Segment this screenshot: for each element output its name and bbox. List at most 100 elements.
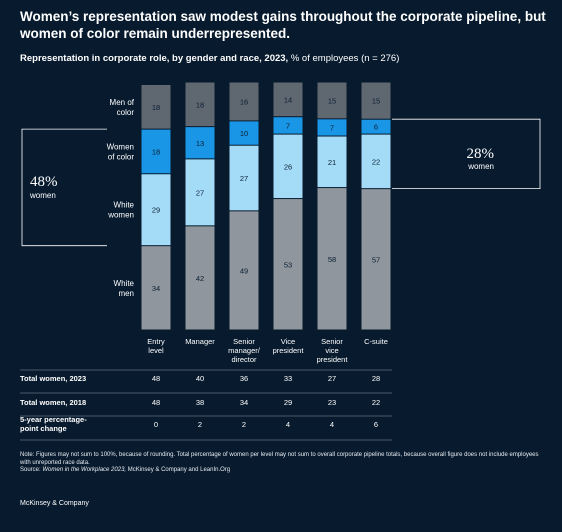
table-cell: 22 <box>372 398 380 407</box>
bar-segment <box>141 174 171 246</box>
series-label: White <box>114 279 135 288</box>
series-label: Women <box>107 142 134 151</box>
callout-right-label: women <box>467 162 494 171</box>
bracket-right <box>392 118 541 190</box>
data-label: 29 <box>152 206 160 215</box>
bracket-left <box>21 128 107 247</box>
table-cell: 2 <box>242 420 246 429</box>
series-label: color <box>117 108 135 117</box>
table-cell: 28 <box>372 374 380 383</box>
bar-segment <box>361 189 391 330</box>
table-cell: 0 <box>154 420 158 429</box>
table-cell: 6 <box>374 420 378 429</box>
footnote-text: Note: Figures may not sum to 100%, becau… <box>20 452 539 466</box>
data-label: 14 <box>284 95 292 104</box>
subtitle-bold: Representation in corporate role, by gen… <box>20 53 289 64</box>
table-cell: 4 <box>286 420 290 429</box>
bar-segment <box>317 119 347 136</box>
data-label: 18 <box>152 147 160 156</box>
table-cell: 33 <box>284 374 292 383</box>
category-label: Entry <box>147 337 165 346</box>
bar-segment <box>185 226 215 330</box>
bar-segment <box>317 136 347 188</box>
category-label: president <box>273 346 305 355</box>
series-label: women <box>107 211 134 220</box>
data-label: 26 <box>284 162 292 171</box>
bar-segment <box>229 145 259 211</box>
source-title: Women in the Workplace 2023, <box>42 467 127 473</box>
table-cell: 4 <box>330 420 334 429</box>
category-label: Senior <box>321 337 343 346</box>
chart-subtitle: Representation in corporate role, by gen… <box>20 53 550 65</box>
data-label: 10 <box>240 129 248 138</box>
footnote: Note: Figures may not sum to 100%, becau… <box>20 452 545 475</box>
bar-segment <box>141 246 171 330</box>
data-label: 57 <box>372 255 380 264</box>
table-row-label: 5-year percentage- <box>20 415 87 424</box>
data-label: 58 <box>328 255 336 264</box>
footnote-source: Source: Women in the Workplace 2023, McK… <box>20 467 545 475</box>
bar-segment <box>317 82 347 119</box>
data-label: 7 <box>286 121 290 130</box>
category-label: Vice <box>281 337 295 346</box>
data-label: 18 <box>152 103 160 112</box>
bar-segment <box>229 121 259 145</box>
table-row-label: point change <box>20 424 67 433</box>
category-label: director <box>231 355 257 364</box>
series-label: men <box>118 289 134 298</box>
table-row-label: Total women, 2018 <box>20 398 86 407</box>
table-cell: 27 <box>328 374 336 383</box>
bar-segment <box>273 199 303 330</box>
brand-label: McKinsey & Company <box>20 500 89 507</box>
table-cell: 23 <box>328 398 336 407</box>
table-cell: 36 <box>240 374 248 383</box>
data-label: 16 <box>240 97 248 106</box>
callout-right-pct: 28% <box>467 146 495 162</box>
data-label: 42 <box>196 274 204 283</box>
table-cell: 34 <box>240 398 248 407</box>
data-label: 22 <box>372 157 380 166</box>
callout-left-label: women <box>29 191 56 200</box>
series-label: of color <box>108 152 135 161</box>
bar-segment <box>361 82 391 119</box>
bar-segment <box>273 82 303 117</box>
bar-segment <box>229 211 259 330</box>
data-label: 15 <box>328 96 336 105</box>
data-label: 6 <box>374 123 378 132</box>
category-label: manager/ <box>228 346 261 355</box>
data-label: 7 <box>330 123 334 132</box>
table-cell: 29 <box>284 398 292 407</box>
bar-segment <box>141 129 171 174</box>
bar-segment <box>273 134 303 199</box>
bar-segment <box>185 127 215 159</box>
data-label: 27 <box>196 188 204 197</box>
table-cell: 48 <box>152 374 160 383</box>
callout-left-pct: 48% <box>30 174 58 190</box>
data-label: 27 <box>240 174 248 183</box>
bar-segment <box>185 82 215 127</box>
category-label: Senior <box>233 337 255 346</box>
bar-segment <box>273 117 303 134</box>
source-rest: McKinsey & Company and LeanIn.Org <box>126 467 231 473</box>
chart-title: Women’s representation saw modest gains … <box>20 9 546 41</box>
data-label: 18 <box>196 100 204 109</box>
category-label: president <box>317 355 349 364</box>
bar-segment <box>361 134 391 189</box>
table-cell: 40 <box>196 374 204 383</box>
category-label: C-suite <box>364 337 388 346</box>
category-label: level <box>148 346 164 355</box>
table-cell: 48 <box>152 398 160 407</box>
bar-segment <box>141 84 171 129</box>
series-label: White <box>114 201 135 210</box>
table-cell: 2 <box>198 420 202 429</box>
data-label: 13 <box>196 139 204 148</box>
bar-segment <box>361 119 391 134</box>
bar-segment <box>229 82 259 121</box>
series-label: Men of <box>110 98 135 107</box>
subtitle-rest: % of employees (n = 276) <box>288 53 400 64</box>
data-label: 53 <box>284 260 292 269</box>
source-prefix: Source: <box>20 467 43 473</box>
category-label: Manager <box>185 337 215 346</box>
data-label: 15 <box>372 97 380 106</box>
